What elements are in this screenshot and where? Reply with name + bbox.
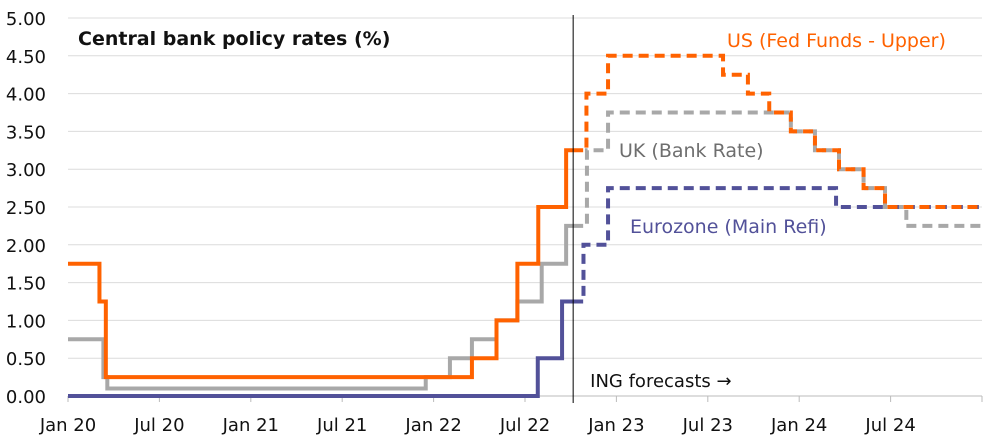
y-axis-ticks: 0.00 0.50 1.00 1.50 2.00 2.50 3.00 3.50 4.00 4.50…: [6, 9, 46, 408]
y-tick-label: 3.00: [6, 160, 46, 181]
y-tick-label: 1.00: [6, 311, 46, 332]
us-forecast-line: [573, 53, 982, 209]
x-axis: Jan 20 Jul 20 Jan 21 Jul 21 Jan 22 Jul 22 Jan …: [39, 395, 983, 436]
us-series-label: US (Fed Funds - Upper): [727, 30, 946, 52]
series-lines: [68, 53, 982, 398]
y-tick-label: 2.50: [6, 198, 46, 219]
eurozone-series-label: Eurozone (Main Refi): [630, 216, 827, 238]
uk-series-label: UK (Bank Rate): [619, 140, 764, 162]
x-tick-label: Jul 21: [316, 415, 367, 436]
y-tick-label: 0.50: [6, 349, 46, 370]
y-tick-label: 2.00: [6, 236, 46, 257]
eurozone-forecast-line: [573, 186, 982, 304]
x-tick-label: Jan 21: [222, 415, 279, 436]
x-tick-label: Jan 22: [404, 415, 461, 436]
y-tick-label: 4.50: [6, 47, 46, 68]
uk-actual-line: [68, 223, 574, 391]
y-tick-label: 3.50: [6, 122, 46, 143]
y-tick-label: 0.00: [6, 387, 46, 408]
x-tick-label: Jan 23: [587, 415, 644, 436]
x-tick-label: Jan 24: [770, 415, 827, 436]
eurozone-actual-line: [68, 299, 574, 398]
x-tick-label: Jul 23: [682, 415, 733, 436]
x-tick-label: Jan 20: [39, 415, 96, 436]
chart-title: Central bank policy rates (%): [78, 28, 390, 50]
y-tick-label: 4.00: [6, 85, 46, 106]
us-actual-line: [68, 148, 574, 380]
y-tick-label: 5.00: [6, 9, 46, 30]
uk-forecast-line: [573, 110, 982, 228]
x-tick-label: Jul 20: [133, 415, 184, 436]
x-tick-label: Jul 22: [499, 415, 550, 436]
x-tick-label: Jul 24: [864, 415, 915, 436]
y-tick-label: 1.50: [6, 274, 46, 295]
forecast-label: ING forecasts →: [590, 371, 731, 392]
gridlines: [68, 17, 982, 359]
